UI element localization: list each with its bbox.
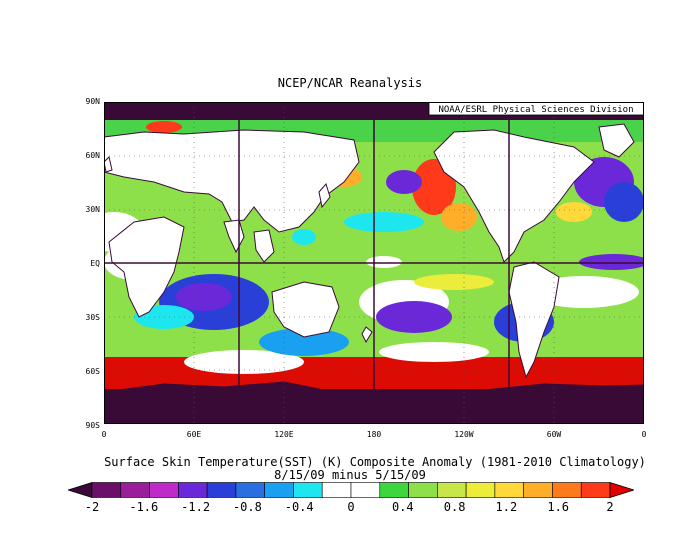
colorbar-cell (408, 482, 438, 498)
colorbar-cell (235, 482, 265, 498)
lat-label-60s: 60S (85, 367, 100, 376)
colorbar (68, 482, 634, 498)
colorbar-tick-label: -2 (84, 500, 100, 514)
colorbar-max-arrow (609, 482, 634, 498)
colorbar-cell (120, 482, 150, 498)
lon-label-60e: 60E (186, 430, 202, 439)
colorbar-tick-label: 0.8 (443, 500, 466, 514)
colorbar-cell (523, 482, 553, 498)
lat-label-eq: EQ (90, 259, 100, 268)
anomaly-patches (104, 121, 644, 374)
lat-label-30s: 30S (85, 313, 100, 322)
colorbar-tick-label: -0.4 (284, 500, 314, 514)
lon-label-120e: 120E (274, 430, 294, 439)
colorbar-cell (264, 482, 294, 498)
colorbar-tick-label: 2 (606, 500, 614, 514)
sst-anomaly-map: NOAA/ESRL Physical Sciences Division (104, 102, 644, 424)
credit-label: NOAA/ESRL Physical Sciences Division (438, 105, 633, 115)
caption-dates: 8/15/09 minus 5/15/09 (274, 468, 426, 482)
colorbar-cell (379, 482, 409, 498)
colorbar-cell (552, 482, 582, 498)
colorbar-cell (350, 482, 381, 498)
chart-title: NCEP/NCAR Reanalysis (277, 76, 423, 90)
colorbar-cell (580, 482, 611, 498)
colorbar-cell (293, 482, 323, 498)
lon-label-180: 180 (366, 430, 382, 439)
lon-label-60w: 60W (546, 430, 562, 439)
colorbar-tick-label: 1.2 (495, 500, 518, 514)
colorbar-tick-label: 0.4 (391, 500, 414, 514)
colorbar-cell (494, 482, 524, 498)
colorbar-tick-label: 1.6 (547, 500, 570, 514)
colorbar-tick-label: -0.8 (232, 500, 262, 514)
lat-label-90s: 90S (85, 421, 100, 430)
colorbar-cell (206, 482, 237, 498)
colorbar-cell (465, 482, 496, 498)
lon-label-0: 0 (101, 430, 107, 439)
colorbar-cell (91, 482, 122, 498)
caption-variable: Surface Skin Temperature(SST) (K) Compos… (104, 455, 646, 469)
colorbar-tick-label: 0 (347, 500, 355, 514)
colorbar-cell (149, 482, 179, 498)
colorbar-cell (321, 482, 352, 498)
colorbar-tick-label: -1.6 (129, 500, 159, 514)
colorbar-cell (437, 482, 467, 498)
lon-label-0-end: 0 (641, 430, 647, 439)
lat-label-60n: 60N (85, 151, 100, 160)
colorbar-min-arrow (68, 482, 93, 498)
lat-label-30n: 30N (85, 205, 100, 214)
lon-label-120w: 120W (454, 430, 474, 439)
colorbar-tick-label: -1.2 (181, 500, 211, 514)
colorbar-cell (178, 482, 208, 498)
reference-lines (104, 102, 644, 424)
lat-label-90n: 90N (85, 97, 100, 106)
